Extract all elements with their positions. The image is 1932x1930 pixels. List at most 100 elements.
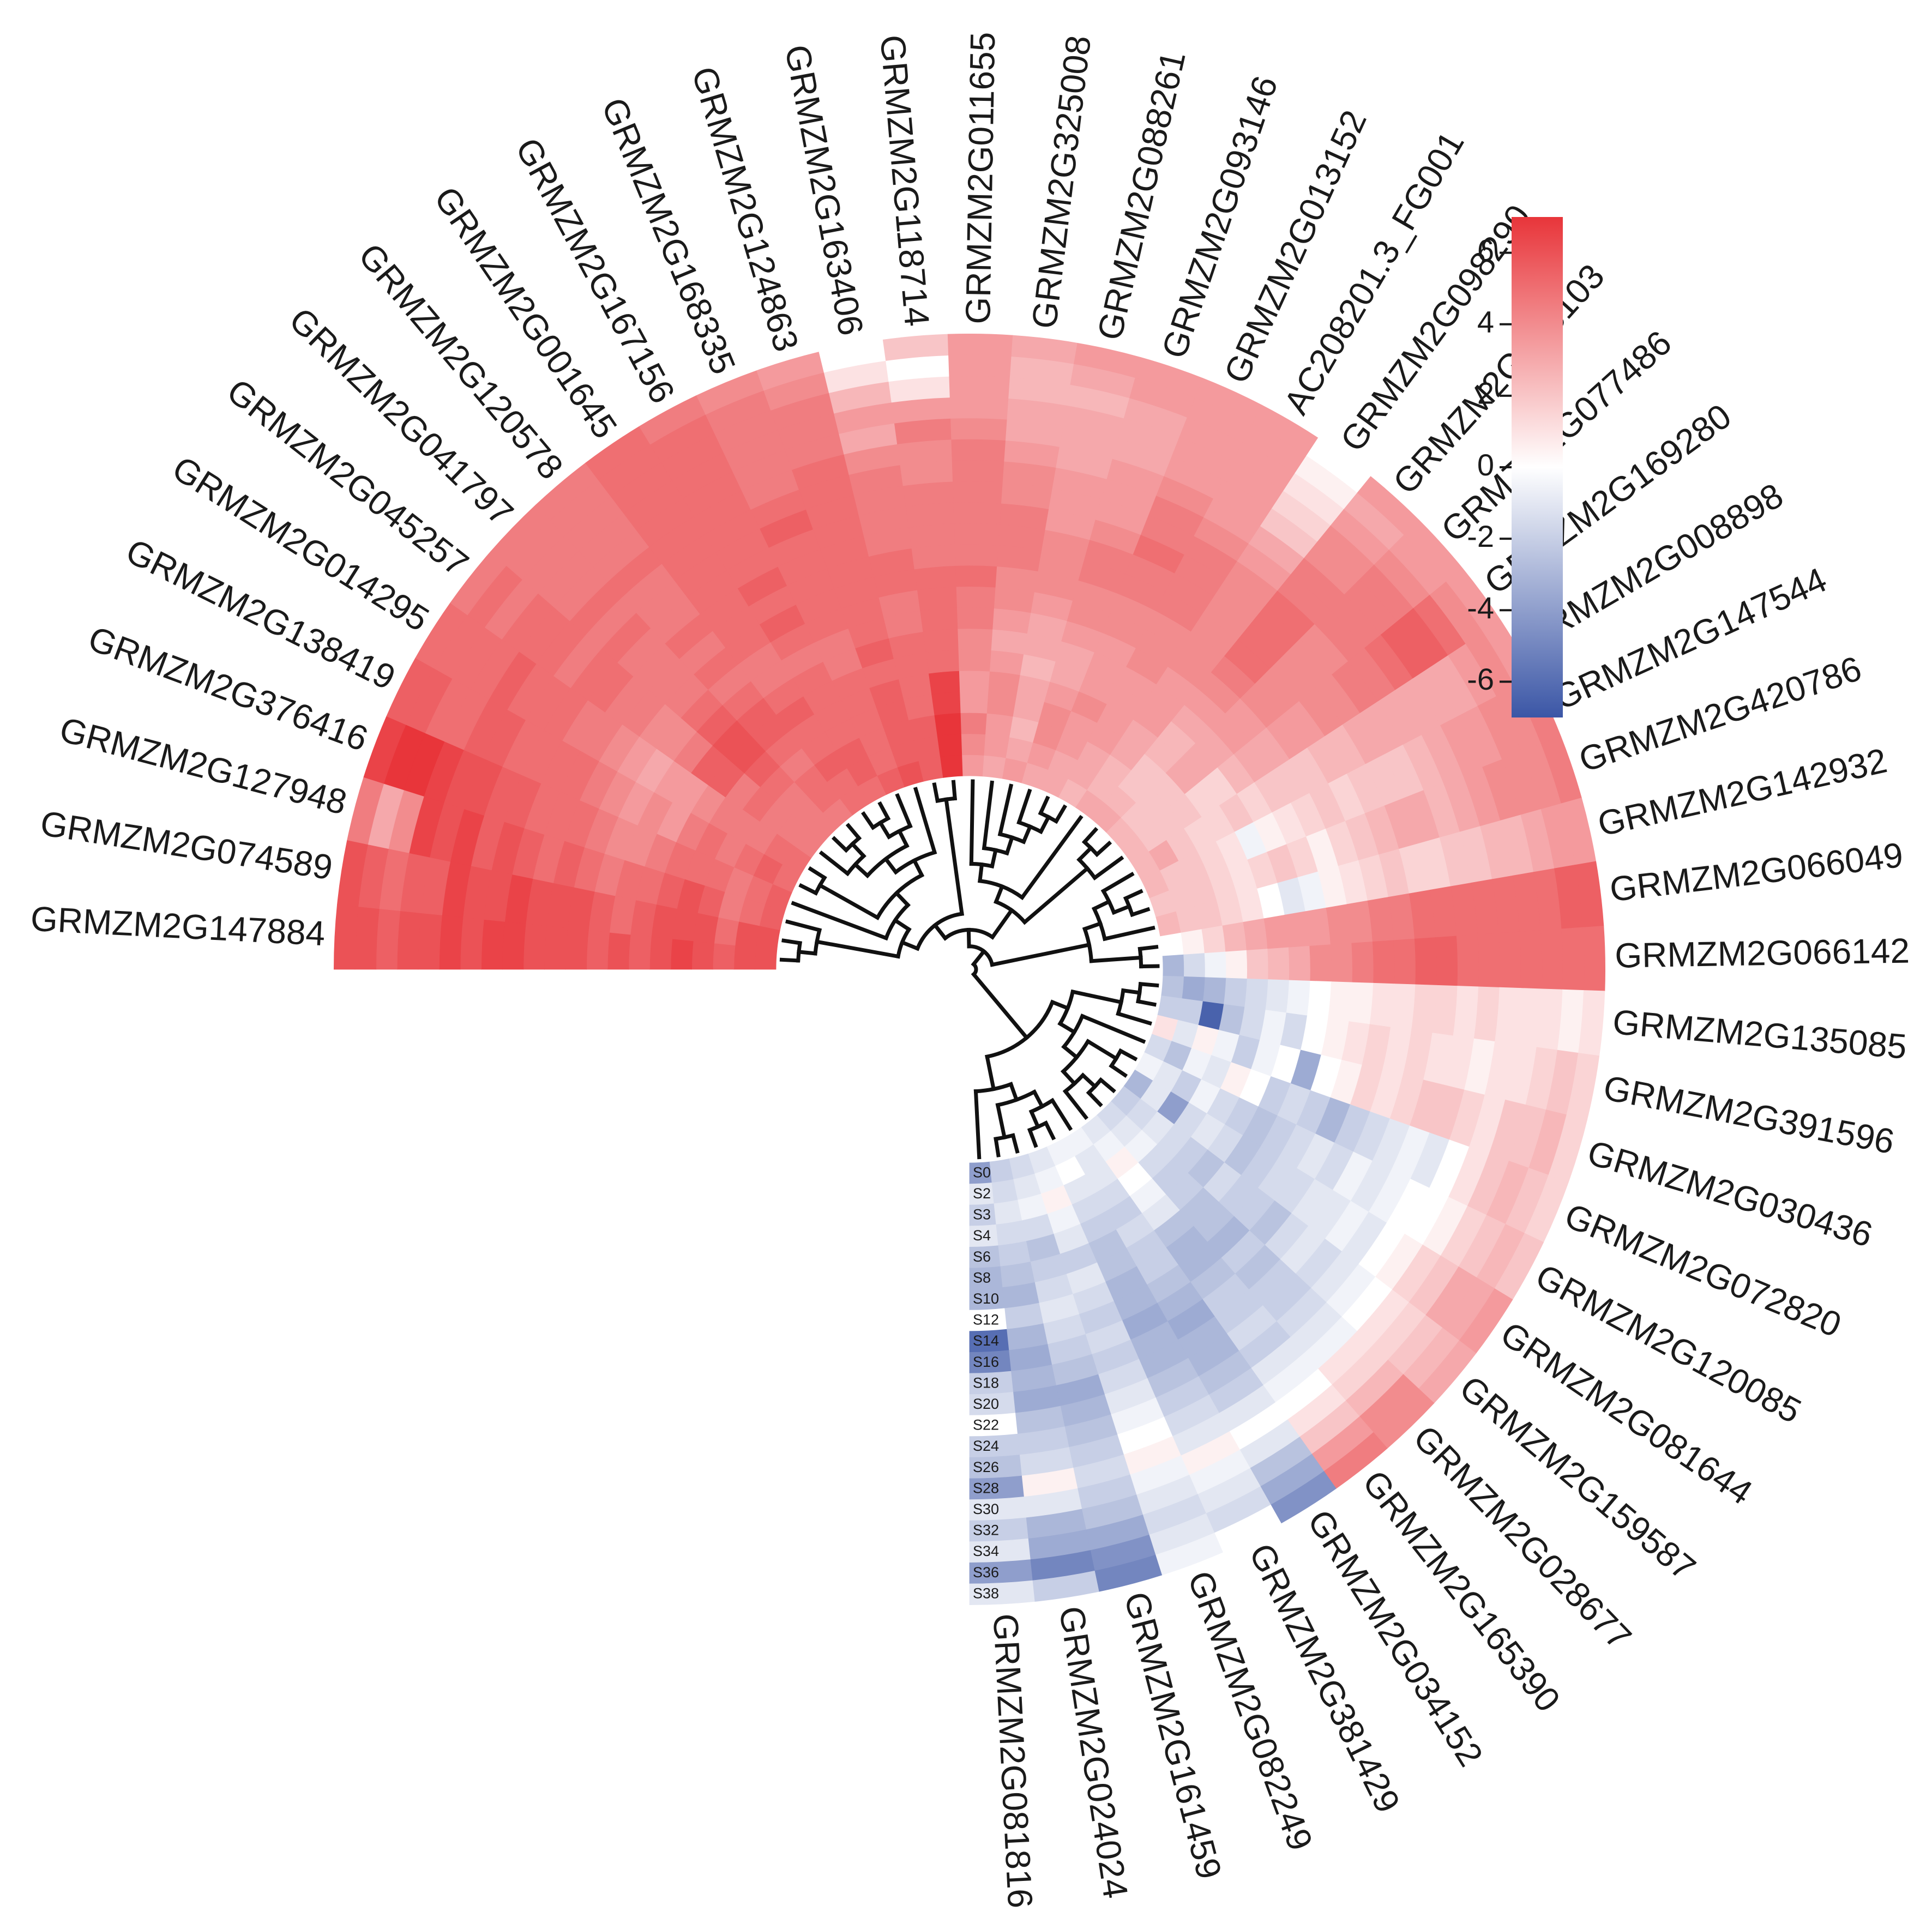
- sample-label: S3: [973, 1207, 991, 1223]
- color-scale-tick-label: 2: [1477, 376, 1494, 411]
- dendrogram-branch: [1098, 1077, 1116, 1094]
- heatmap-cell: [931, 691, 961, 716]
- dendrogram-branch: [1080, 1072, 1098, 1089]
- sample-label: S10: [973, 1290, 999, 1307]
- heatmap-cell: [1351, 942, 1374, 984]
- dendrogram-branch: [1043, 1120, 1056, 1141]
- heatmap-cell: [1328, 981, 1353, 1022]
- dendrogram-branch: [1123, 889, 1143, 901]
- gene-label: GRMZM2G147884: [29, 899, 326, 954]
- dendrogram-branch: [817, 882, 880, 920]
- dendrogram-branch: [1139, 964, 1160, 969]
- sample-labels: S0 S2 S3 S4 S6 S8 S10 S12 S14 S16 S18 S20 S22 S24 S26 S…: [973, 1164, 999, 1601]
- heatmap-cell: [949, 396, 1009, 420]
- heatmap-cell: [1498, 931, 1521, 988]
- sample-label: S38: [973, 1585, 999, 1601]
- dendrogram-branch: [883, 856, 899, 875]
- heatmap-cell: [1288, 945, 1311, 981]
- heatmap-cell: [607, 932, 631, 970]
- heatmap-cell: [934, 713, 962, 737]
- dendrogram-branch: [877, 801, 891, 821]
- dendrogram-branch: [1109, 1063, 1128, 1078]
- heatmap-cell: [418, 913, 442, 970]
- sample-label: S18: [973, 1374, 999, 1391]
- dendrogram-branch: [973, 1089, 982, 1160]
- heatmap-cell: [1305, 907, 1331, 946]
- heatmap-cell: [1202, 977, 1226, 1005]
- color-scale-tick-label: 6: [1477, 233, 1494, 267]
- dendrogram-branch: [1081, 827, 1099, 845]
- heatmap-cell: [928, 670, 961, 695]
- sample-label: S30: [973, 1501, 999, 1517]
- sample-label: S34: [973, 1543, 999, 1559]
- gene-label: GRMZM2G074589: [38, 803, 335, 887]
- heatmap-cell: [1307, 980, 1332, 1019]
- heatmap-cell: [1225, 950, 1248, 979]
- heatmap-cell: [1519, 930, 1543, 990]
- dendrogram-branch: [1118, 1048, 1138, 1062]
- dendrogram-branch: [971, 972, 1030, 1041]
- sample-label: S26: [973, 1459, 999, 1475]
- sample-label: S8: [973, 1269, 991, 1286]
- heatmap-cell: [1435, 936, 1458, 986]
- dendrogram-branch: [1008, 1082, 1019, 1102]
- heatmap-cell: [1183, 953, 1206, 978]
- heatmap-cell: [376, 908, 401, 970]
- dendrogram-branch: [944, 797, 964, 916]
- dendrogram-branch: [913, 787, 937, 855]
- dendrogram-branch: [1138, 982, 1159, 988]
- heatmap-cell: [1222, 921, 1247, 952]
- heatmap-cell: [991, 1179, 1018, 1204]
- dendrogram-branch: [1027, 1127, 1038, 1148]
- heatmap-cell: [481, 919, 505, 970]
- heatmap-cell: [955, 565, 997, 588]
- heatmap-cell: [1161, 975, 1184, 999]
- sample-label: S32: [973, 1522, 999, 1539]
- heatmap-cell: [960, 691, 989, 714]
- heatmap-cell: [1160, 932, 1184, 957]
- dendrogram-branch: [1080, 1014, 1146, 1044]
- heatmap-cell: [733, 945, 756, 970]
- dendrogram-branch: [985, 1054, 996, 1091]
- heatmap-cell: [1432, 985, 1458, 1036]
- heatmap-cell: [1453, 986, 1479, 1039]
- heatmap-cell: [905, 502, 955, 528]
- heatmap-cell: [917, 586, 958, 611]
- heatmap-cell: [951, 439, 1006, 462]
- gene-label: AC208201.3_FG001: [1276, 125, 1472, 421]
- heatmap-cell: [947, 334, 1013, 357]
- heatmap-cell: [989, 650, 1025, 676]
- dendrogram-branch: [831, 836, 849, 853]
- sample-label: S20: [973, 1396, 999, 1412]
- heatmap-cell: [940, 755, 964, 778]
- heatmap-cell: [902, 481, 954, 507]
- heatmap-cell: [544, 925, 568, 970]
- gene-label: GRMZM2G024024: [1052, 1603, 1136, 1901]
- dendrogram-branch: [1092, 855, 1124, 880]
- heatmap-cell: [952, 460, 1005, 483]
- heatmap-cell: [958, 649, 992, 672]
- dendrogram-branch: [1086, 1090, 1103, 1108]
- dendrogram-branch: [1019, 815, 1084, 901]
- color-scale-tick-label: -6: [1467, 662, 1494, 696]
- dendrogram-branch: [1137, 944, 1159, 951]
- sample-label: S6: [973, 1249, 991, 1265]
- color-scale-ticks: 6 4 2 0 -2 -4 -6: [1467, 233, 1512, 696]
- dendrogram-branch: [994, 884, 1005, 904]
- gene-label: GRMZM2G066049: [1608, 835, 1905, 909]
- gene-label: GRMZM2G066142: [1615, 931, 1910, 975]
- heatmap-cell: [1411, 984, 1437, 1034]
- heatmap-cell: [991, 629, 1028, 655]
- gene-label: GRMZM2G135085: [1611, 1002, 1909, 1066]
- gene-label: GRMZM2G325008: [1024, 33, 1098, 330]
- dendrogram-branch: [896, 828, 910, 849]
- heatmap-cell: [1561, 927, 1585, 991]
- heatmap-cell: [995, 1220, 1027, 1246]
- heatmap-cell: [649, 936, 673, 970]
- dendrogram-branch: [932, 782, 940, 803]
- heatmap-cell: [691, 940, 715, 970]
- sample-label: S2: [973, 1185, 991, 1202]
- heatmap-cell: [984, 734, 1010, 758]
